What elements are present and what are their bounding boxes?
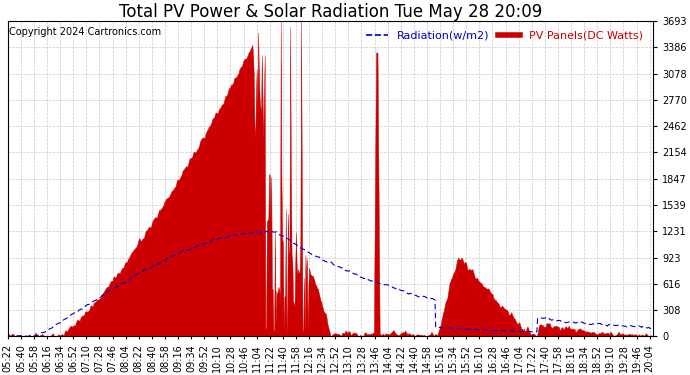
Title: Total PV Power & Solar Radiation Tue May 28 20:09: Total PV Power & Solar Radiation Tue May… xyxy=(119,3,542,21)
Text: Copyright 2024 Cartronics.com: Copyright 2024 Cartronics.com xyxy=(9,27,161,37)
Legend: Radiation(w/m2), PV Panels(DC Watts): Radiation(w/m2), PV Panels(DC Watts) xyxy=(362,27,648,45)
